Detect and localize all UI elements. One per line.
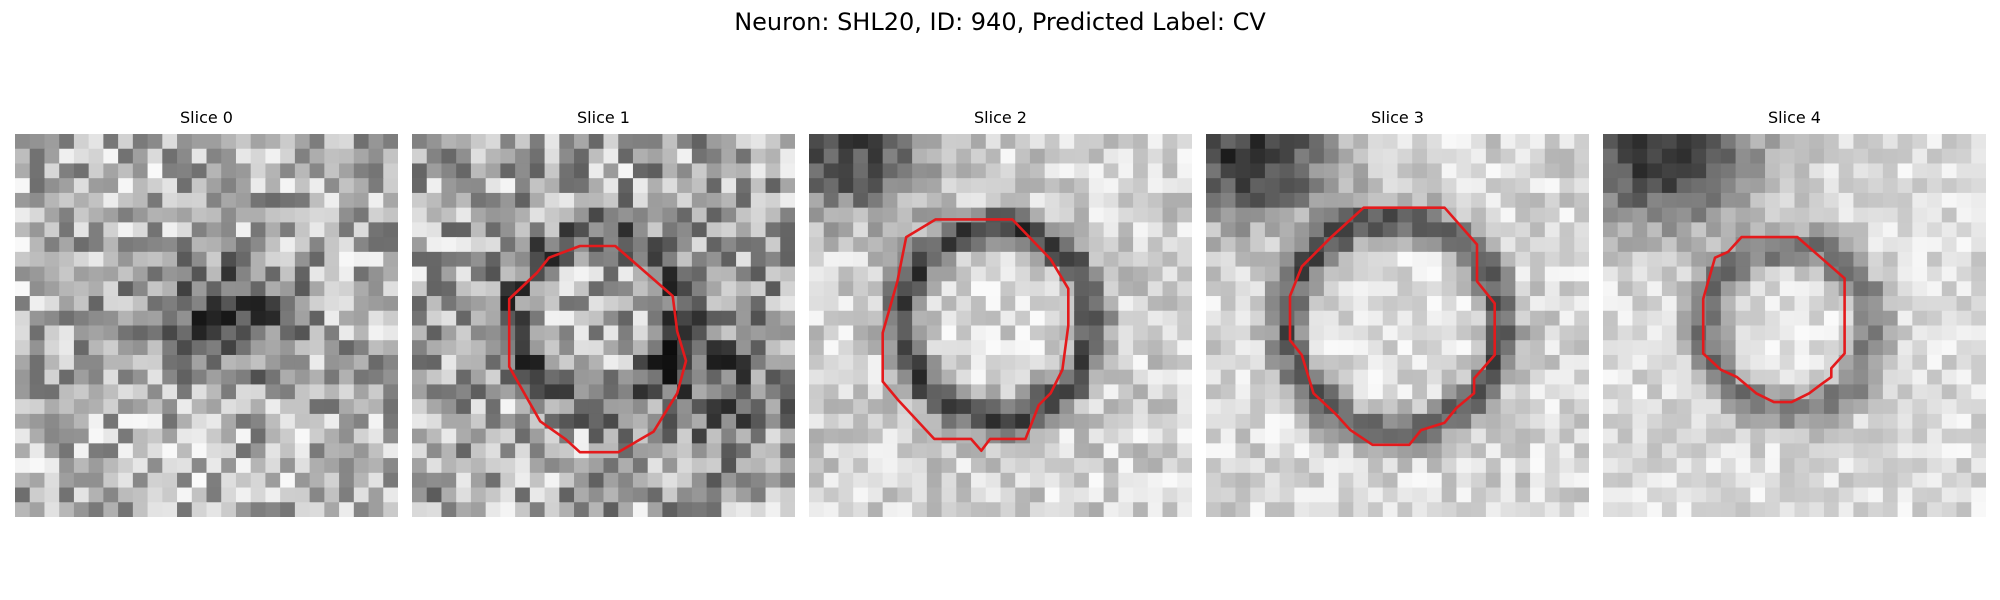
slice-image-1 [412,134,795,517]
predicted-outline-3 [1288,206,1497,447]
predicted-outline-4 [1701,235,1846,404]
slice-title-1: Slice 1 [577,108,630,127]
slice-title-0: Slice 0 [180,108,233,127]
slice-image-4 [1603,134,1986,517]
slice-image-3 [1206,134,1589,517]
slice-panel-0: Slice 0 [15,108,398,517]
predicted-outline-2 [881,218,1070,453]
figure-title: Neuron: SHL20, ID: 940, Predicted Label:… [734,8,1266,36]
slice-panel-2: Slice 2 [809,108,1192,517]
slice-panel-3: Slice 3 [1206,108,1589,517]
slice-title-3: Slice 3 [1371,108,1424,127]
slice-title-4: Slice 4 [1768,108,1821,127]
slice-image-0 [15,134,398,517]
slice-title-2: Slice 2 [974,108,1027,127]
predicted-outline-1 [507,244,688,454]
slice-panel-1: Slice 1 [412,108,795,517]
slice-image-2 [809,134,1192,517]
slice-panel-4: Slice 4 [1603,108,1986,517]
